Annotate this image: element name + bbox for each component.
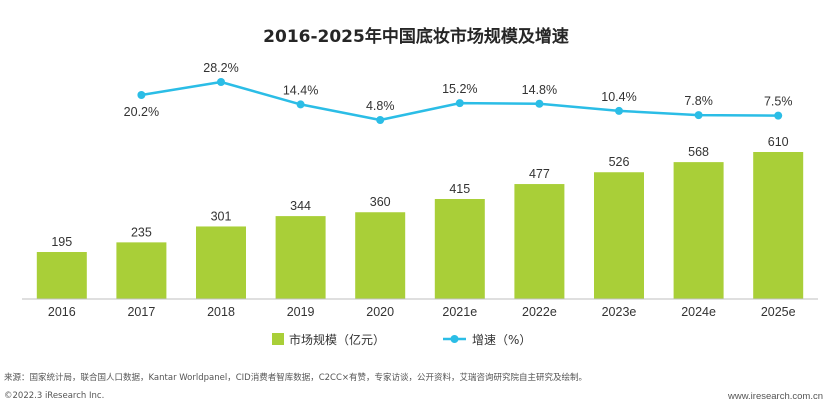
legend-bar-swatch	[272, 333, 284, 345]
growth-point-2024e	[694, 111, 703, 120]
legend-line-label: 增速（%）	[472, 333, 531, 347]
growth-point-2020	[376, 116, 385, 124]
x-tick-2018: 2018	[207, 305, 235, 319]
growth-point-2022e	[535, 99, 544, 108]
bar-series	[36, 152, 804, 299]
bar-value-2020: 360	[370, 195, 391, 209]
bar-value-labels: 195 235 301 344 360 415 477 526 568 610	[51, 135, 788, 249]
growth-point-2021e	[455, 99, 464, 108]
bar-value-2019: 344	[290, 199, 311, 213]
growth-point-2018	[217, 78, 225, 86]
growth-value-2022e: 14.8%	[522, 83, 557, 97]
x-tick-2019: 2019	[287, 305, 315, 319]
bar-2021e	[434, 198, 485, 299]
bar-value-2018: 301	[211, 209, 232, 223]
x-tick-2016: 2016	[48, 305, 76, 319]
x-tick-2025e: 2025e	[761, 305, 796, 319]
x-tick-labels: 2016 2017 2018 2019 2020 2021e 2022e 2023e 2024e…	[48, 305, 796, 319]
growth-value-2024e: 7.8%	[684, 94, 713, 108]
bar-2018	[196, 226, 246, 299]
growth-value-2020: 4.8%	[366, 99, 395, 113]
bar-2023e	[594, 172, 644, 299]
x-tick-2022e: 2022e	[522, 305, 557, 319]
x-tick-2021e: 2021e	[442, 305, 477, 319]
bar-2017	[116, 242, 167, 299]
bar-value-2022e: 477	[529, 167, 550, 181]
growth-value-2019: 14.4%	[283, 83, 318, 97]
bar-2024e	[673, 162, 724, 299]
legend-bar-label: 市场规模（亿元）	[289, 332, 385, 347]
growth-value-2025e: 7.5%	[764, 95, 793, 109]
source-note: 来源：国家统计局，联合国人口数据，Kantar Worldpanel，CID消费…	[4, 373, 588, 383]
website-url: www.iresearch.com.cn	[727, 391, 823, 402]
bar-2025e	[753, 152, 804, 299]
chart-title: 2016-2025年中国底妆市场规模及增速	[263, 26, 569, 47]
x-tick-2023e: 2023e	[602, 305, 637, 319]
growth-series	[137, 78, 783, 124]
bar-2019	[275, 216, 326, 299]
growth-point-2019	[296, 100, 305, 109]
growth-value-2021e: 15.2%	[442, 82, 477, 96]
bar-value-2023e: 526	[609, 155, 630, 169]
bar-value-2025e: 610	[768, 135, 789, 149]
bar-2020	[355, 212, 406, 299]
copyright: ©2022.3 iResearch Inc.	[4, 391, 105, 401]
bar-2022e	[514, 184, 565, 299]
bar-value-2021e: 415	[449, 182, 470, 196]
legend-line-marker	[450, 335, 459, 343]
bar-value-2016: 195	[51, 235, 72, 249]
bar-value-2024e: 568	[688, 145, 709, 159]
growth-value-2018: 28.2%	[203, 61, 238, 75]
legend: 市场规模（亿元） 增速（%）	[272, 332, 531, 347]
growth-point-2025e	[774, 111, 783, 120]
x-tick-2020: 2020	[366, 305, 394, 319]
growth-value-2017: 20.2%	[124, 105, 159, 119]
x-tick-2017: 2017	[127, 305, 155, 319]
growth-value-labels: 20.2% 28.2% 14.4% 4.8% 15.2% 14.8% 10.4% 7.8% 7.…	[124, 61, 793, 119]
growth-value-2023e: 10.4%	[601, 90, 636, 104]
bar-2016	[36, 252, 87, 299]
x-tick-2024e: 2024e	[681, 305, 716, 319]
growth-point-2017	[137, 90, 146, 99]
growth-point-2023e	[615, 106, 623, 115]
bar-value-2017: 235	[131, 225, 152, 239]
